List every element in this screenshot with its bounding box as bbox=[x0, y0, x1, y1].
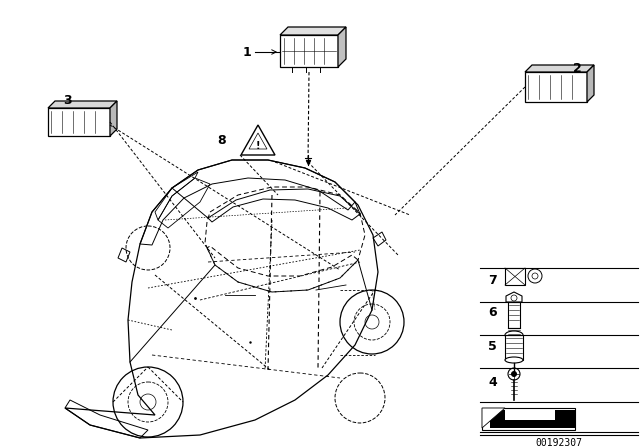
Polygon shape bbox=[508, 302, 520, 328]
Text: 6: 6 bbox=[488, 306, 497, 319]
Polygon shape bbox=[505, 335, 523, 360]
Polygon shape bbox=[48, 108, 110, 136]
Text: 2: 2 bbox=[573, 61, 581, 74]
Polygon shape bbox=[490, 410, 575, 428]
Polygon shape bbox=[110, 101, 117, 136]
Polygon shape bbox=[482, 408, 505, 428]
Ellipse shape bbox=[505, 331, 523, 339]
Polygon shape bbox=[506, 292, 522, 302]
Text: 4: 4 bbox=[488, 375, 497, 388]
Text: 8: 8 bbox=[218, 134, 227, 146]
Text: 5: 5 bbox=[488, 340, 497, 353]
Polygon shape bbox=[505, 268, 525, 285]
Ellipse shape bbox=[505, 357, 523, 363]
Circle shape bbox=[511, 371, 517, 377]
Polygon shape bbox=[280, 27, 346, 35]
Polygon shape bbox=[48, 101, 117, 108]
Polygon shape bbox=[280, 35, 338, 67]
Text: 7: 7 bbox=[488, 273, 497, 287]
Polygon shape bbox=[587, 65, 594, 102]
Text: !: ! bbox=[256, 141, 260, 151]
Polygon shape bbox=[338, 27, 346, 67]
Text: 00192307: 00192307 bbox=[536, 438, 582, 448]
Polygon shape bbox=[525, 65, 594, 72]
Polygon shape bbox=[482, 408, 575, 430]
Polygon shape bbox=[505, 410, 555, 420]
Polygon shape bbox=[525, 72, 587, 102]
Text: 3: 3 bbox=[64, 94, 72, 107]
Text: 1: 1 bbox=[243, 46, 252, 59]
